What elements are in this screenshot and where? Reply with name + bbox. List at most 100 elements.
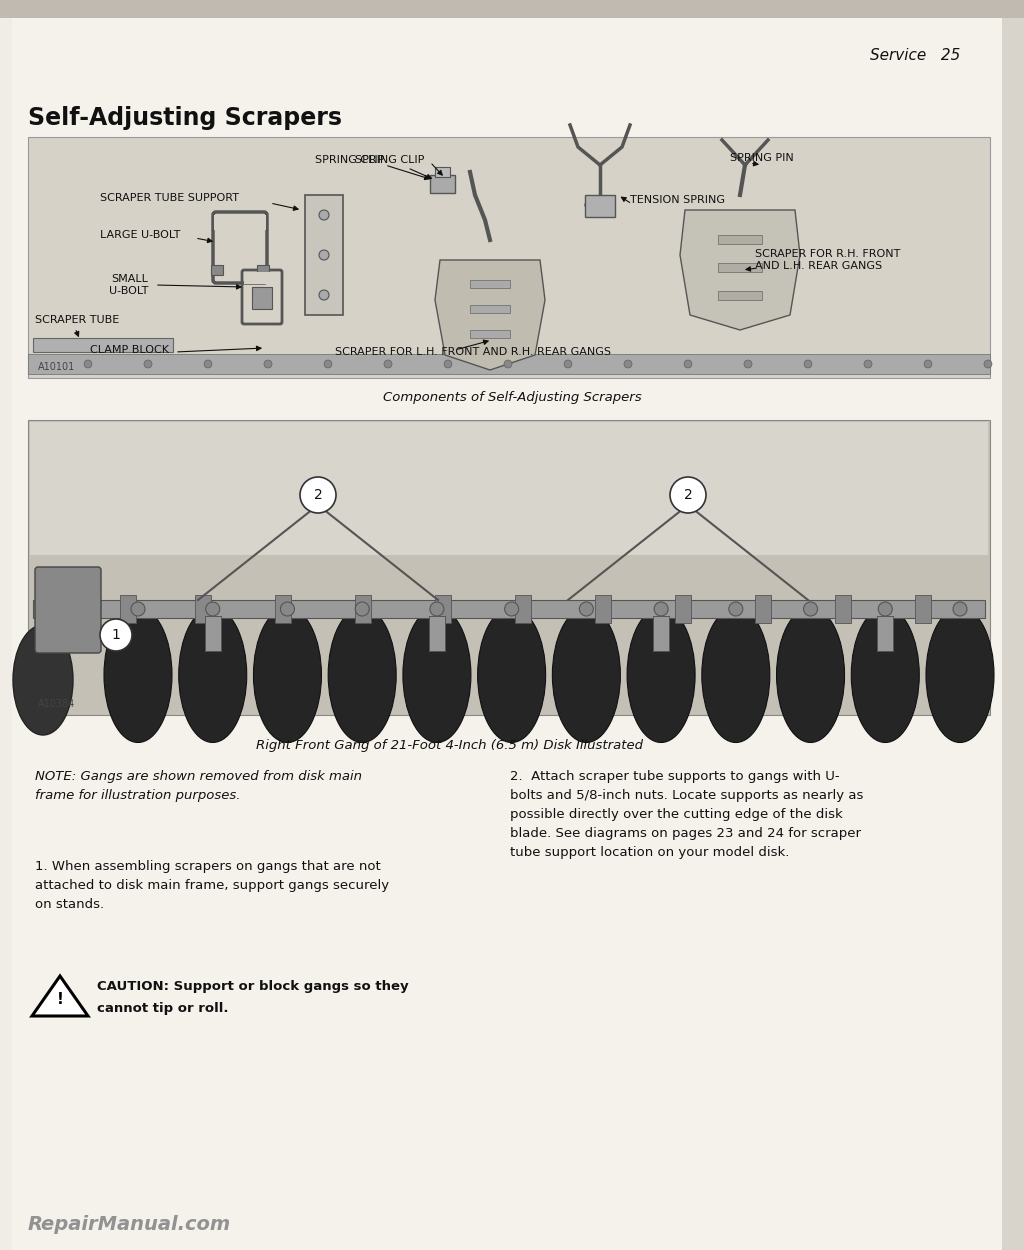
- Circle shape: [319, 210, 329, 220]
- Bar: [435, 595, 451, 622]
- Bar: [28, 138, 990, 378]
- Bar: [585, 195, 615, 218]
- Polygon shape: [32, 976, 88, 1016]
- Bar: [211, 265, 223, 275]
- Circle shape: [384, 360, 392, 368]
- Ellipse shape: [953, 602, 967, 616]
- Bar: [653, 616, 669, 651]
- Ellipse shape: [585, 198, 615, 212]
- Bar: [835, 595, 851, 622]
- Bar: [244, 272, 280, 284]
- Circle shape: [624, 360, 632, 368]
- Circle shape: [504, 360, 512, 368]
- Bar: [30, 422, 988, 555]
- Bar: [355, 595, 371, 622]
- Text: 2: 2: [684, 488, 692, 502]
- Bar: [470, 280, 510, 288]
- Bar: [915, 595, 931, 622]
- Text: SCRAPER TUBE: SCRAPER TUBE: [35, 315, 119, 325]
- Bar: [205, 616, 221, 651]
- Ellipse shape: [729, 602, 742, 616]
- Ellipse shape: [505, 602, 518, 616]
- Circle shape: [924, 360, 932, 368]
- Text: SCRAPER TUBE SUPPORT: SCRAPER TUBE SUPPORT: [100, 192, 239, 202]
- Bar: [595, 595, 611, 622]
- Bar: [470, 305, 510, 312]
- Bar: [257, 265, 269, 275]
- Ellipse shape: [851, 608, 920, 742]
- Ellipse shape: [206, 602, 220, 616]
- Polygon shape: [435, 260, 545, 370]
- Circle shape: [804, 360, 812, 368]
- Text: SPRING PIN: SPRING PIN: [730, 152, 794, 162]
- Circle shape: [444, 360, 452, 368]
- Text: Components of Self-Adjusting Scrapers: Components of Self-Adjusting Scrapers: [383, 391, 641, 405]
- Bar: [252, 288, 272, 309]
- Text: 2.  Attach scraper tube supports to gangs with U-
bolts and 5/8-inch nuts. Locat: 2. Attach scraper tube supports to gangs…: [510, 770, 863, 859]
- Bar: [718, 235, 762, 244]
- Text: SPRING CLIP: SPRING CLIP: [315, 155, 385, 165]
- Ellipse shape: [281, 602, 295, 616]
- Bar: [28, 354, 990, 374]
- Text: CAUTION: Support or block gangs so they: CAUTION: Support or block gangs so they: [97, 980, 409, 992]
- Circle shape: [264, 360, 272, 368]
- Text: 1: 1: [112, 628, 121, 642]
- Ellipse shape: [13, 625, 73, 735]
- Polygon shape: [680, 210, 800, 330]
- Text: SMALL
U-BOLT: SMALL U-BOLT: [109, 274, 148, 296]
- Ellipse shape: [654, 602, 668, 616]
- Ellipse shape: [879, 602, 892, 616]
- Text: TENSION SPRING: TENSION SPRING: [630, 195, 725, 205]
- Ellipse shape: [430, 602, 444, 616]
- Bar: [718, 262, 762, 272]
- Ellipse shape: [131, 602, 145, 616]
- Circle shape: [564, 360, 572, 368]
- Bar: [0, 0, 1024, 18]
- Circle shape: [864, 360, 872, 368]
- Bar: [28, 420, 990, 715]
- Text: A10384: A10384: [38, 699, 75, 709]
- Bar: [305, 195, 343, 315]
- Text: Self-Adjusting Scrapers: Self-Adjusting Scrapers: [28, 106, 342, 130]
- Bar: [33, 338, 173, 352]
- Bar: [430, 175, 455, 192]
- Ellipse shape: [580, 602, 593, 616]
- Bar: [120, 595, 136, 622]
- Bar: [435, 168, 450, 177]
- Circle shape: [100, 619, 132, 651]
- Circle shape: [319, 250, 329, 260]
- FancyBboxPatch shape: [35, 568, 101, 652]
- Text: Right Front Gang of 21-Foot 4-Inch (6.5 m) Disk Illustrated: Right Front Gang of 21-Foot 4-Inch (6.5 …: [256, 739, 643, 751]
- Bar: [195, 595, 211, 622]
- Ellipse shape: [254, 608, 322, 742]
- Circle shape: [300, 478, 336, 512]
- Text: cannot tip or roll.: cannot tip or roll.: [97, 1003, 228, 1015]
- Text: SPRING CLIP: SPRING CLIP: [355, 155, 431, 179]
- Ellipse shape: [179, 608, 247, 742]
- Ellipse shape: [477, 608, 546, 742]
- Ellipse shape: [328, 608, 396, 742]
- Bar: [429, 616, 444, 651]
- Ellipse shape: [804, 602, 817, 616]
- Circle shape: [744, 360, 752, 368]
- Ellipse shape: [926, 608, 994, 742]
- Circle shape: [84, 360, 92, 368]
- Ellipse shape: [627, 608, 695, 742]
- Bar: [1002, 0, 1024, 1250]
- Text: SCRAPER FOR R.H. FRONT
AND L.H. REAR GANGS: SCRAPER FOR R.H. FRONT AND L.H. REAR GAN…: [755, 249, 900, 271]
- Bar: [470, 330, 510, 338]
- Bar: [33, 600, 985, 618]
- Text: A10101: A10101: [38, 362, 75, 372]
- Bar: [755, 595, 771, 622]
- Bar: [214, 215, 266, 230]
- Text: 2: 2: [313, 488, 323, 502]
- Circle shape: [684, 360, 692, 368]
- Circle shape: [670, 478, 706, 512]
- Text: RepairManual.com: RepairManual.com: [28, 1215, 231, 1235]
- Ellipse shape: [701, 608, 770, 742]
- Circle shape: [324, 360, 332, 368]
- Ellipse shape: [552, 608, 621, 742]
- Bar: [515, 595, 531, 622]
- Text: CLAMP BLOCK: CLAMP BLOCK: [90, 345, 169, 355]
- Text: SCRAPER FOR L.H. FRONT AND R.H. REAR GANGS: SCRAPER FOR L.H. FRONT AND R.H. REAR GAN…: [335, 348, 611, 358]
